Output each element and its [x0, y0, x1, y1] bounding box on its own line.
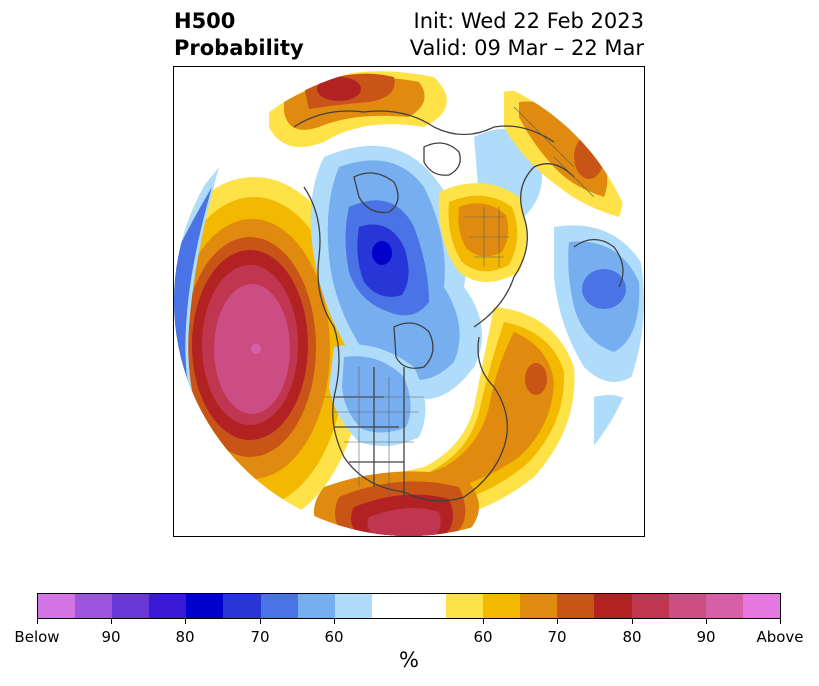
probability-shading [174, 67, 644, 536]
colorbar-unit-label: % [399, 648, 419, 672]
colorbar-swatch [223, 594, 261, 618]
colorbar-swatch [631, 594, 669, 618]
colorbar-tick-mark [334, 619, 335, 624]
colorbar-tick-label: 60 [324, 628, 344, 646]
colorbar-swatch [446, 594, 484, 618]
colorbar-tick-mark [483, 619, 484, 624]
colorbar-swatch [668, 594, 706, 618]
colorbar-tick-mark [37, 619, 38, 624]
colorbar-swatch [371, 594, 409, 618]
borders [324, 106, 595, 497]
colorbar-swatch [334, 594, 372, 618]
colorbar-swatch [483, 594, 521, 618]
map-title: H500 Probability [174, 8, 304, 62]
colorbar-tick-mark [557, 619, 558, 624]
colorbar-swatch [75, 594, 113, 618]
colorbar-swatch [557, 594, 595, 618]
colorbar-tick-label: 60 [473, 628, 493, 646]
colorbar-swatch [112, 594, 150, 618]
colorbar-tick-label: 70 [250, 628, 270, 646]
title-line-1: H500 [174, 9, 236, 33]
colorbar-swatch [38, 594, 76, 618]
valid-range: Valid: 09 Mar – 22 Mar [409, 36, 644, 60]
colorbar-tick-mark [111, 619, 112, 624]
colorbar-swatch [594, 594, 632, 618]
colorbar-swatch [742, 594, 780, 618]
run-info: Init: Wed 22 Feb 2023 Valid: 09 Mar – 22… [410, 8, 644, 62]
colorbar-swatch [149, 594, 187, 618]
colorbar-tick-mark [706, 619, 707, 624]
colorbar-tick-mark [632, 619, 633, 624]
polar-map [173, 66, 645, 537]
colorbar-tick-label: Above [756, 628, 804, 646]
colorbar [37, 593, 781, 619]
colorbar-tick-mark [780, 619, 781, 624]
colorbar-tick-label: 90 [101, 628, 121, 646]
colorbar-swatch [520, 594, 558, 618]
colorbar-swatch [260, 594, 298, 618]
colorbar-tick-label: 70 [547, 628, 567, 646]
polar-map-canvas [174, 67, 644, 536]
colorbar-swatch [408, 594, 447, 618]
colorbar-tick-label: 80 [175, 628, 195, 646]
title-line-2: Probability [174, 36, 304, 60]
colorbar-tick-label: Below [14, 628, 60, 646]
colorbar-tick-mark [185, 619, 186, 624]
init-date: Init: Wed 22 Feb 2023 [413, 9, 644, 33]
colorbar-swatch [705, 594, 743, 618]
colorbar-tick-label: 80 [622, 628, 642, 646]
colorbar-swatch [297, 594, 335, 618]
colorbar-tick-label: 90 [696, 628, 716, 646]
colorbar-swatch [186, 594, 224, 618]
colorbar-tick-mark [260, 619, 261, 624]
